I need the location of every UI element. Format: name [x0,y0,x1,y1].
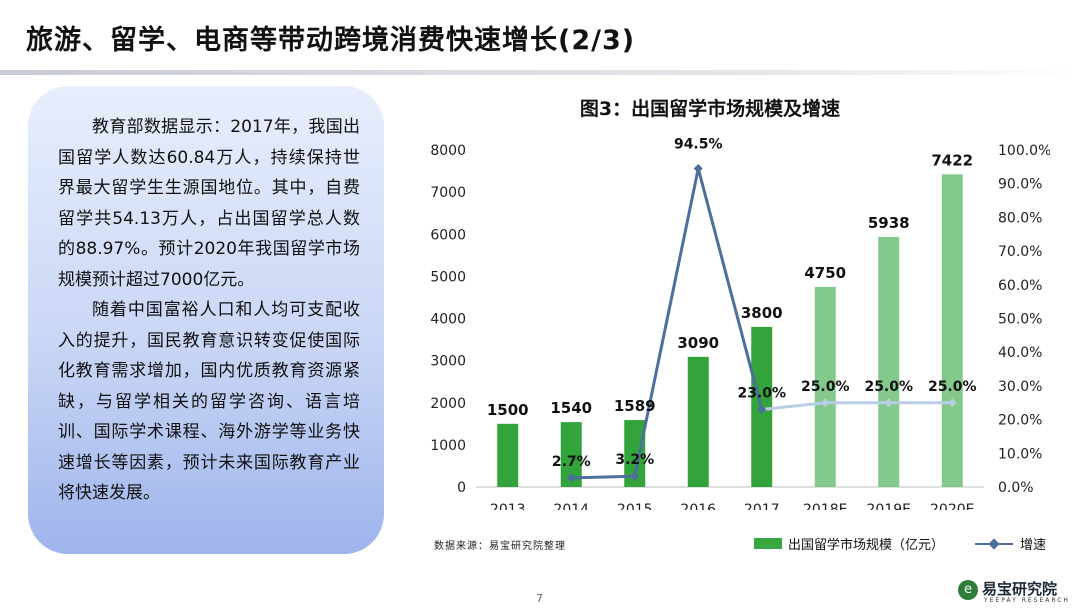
x-tick-label: 2014 [553,502,589,510]
source-note: 数据来源：易宝研究院整理 [434,541,566,552]
y-right-tick-label: 60.0% [998,278,1042,294]
growth-point [693,164,703,174]
y-right-tick-label: 50.0% [998,312,1042,328]
growth-line-segment [696,168,764,410]
y-right-tick-label: 0.0% [998,480,1034,496]
brand-logo: e 易宝研究院 YEEPAY RESEARCH [958,578,1078,606]
growth-line-segment [761,401,826,411]
bar [560,422,582,487]
y-left-tick-label: 4000 [430,312,466,328]
legend-line-marker [988,538,1000,550]
y-right-tick-label: 90.0% [998,177,1042,193]
y-left-tick-label: 0 [457,480,466,496]
growth-point [566,473,576,483]
bar-value-label: 1540 [550,399,592,417]
bar [878,236,900,487]
logo-text: 易宝研究院 [982,580,1058,598]
growth-value-label: 94.5% [674,137,723,153]
legend-line-label: 增速 [1020,538,1047,553]
bar-value-label: 1500 [487,401,529,419]
combo-chart: 0 1000 2000 3000 4000 5000 6000 7000 8000 0.0% 10.… [430,137,1050,510]
x-tick-label: 2017 [744,502,780,510]
growth-value-label: 25.0% [864,379,913,395]
page-number: 7 [536,592,543,605]
growth-point [947,398,957,408]
logo-icon: e [958,580,978,600]
y-left-tick-label: 1000 [430,438,466,454]
growth-point [757,404,767,414]
paragraph-1: 教育部数据显示：2017年，我国出国留学人数达60.84万人，持续保持世界最大留… [58,117,360,290]
bar [814,286,836,487]
bar-value-label: 1589 [614,397,656,415]
bar [624,420,646,487]
growth-value-label: 25.0% [801,379,850,395]
y-left-tick-label: 3000 [430,354,466,370]
growth-point [884,398,894,408]
bar [497,423,519,487]
growth-value-label: 2.7% [552,454,591,470]
logo-subtext: YEEPAY RESEARCH [984,597,1070,604]
paragraph-2: 随着中国富裕人口和人均可支配收入的提升，国民教育意识转变促使国际化教育需求增加，… [58,300,360,503]
y-left-tick-label: 7000 [430,185,466,201]
legend-bar-label: 出国留学市场规模（亿元） [788,538,945,553]
title-underline [0,70,1080,75]
x-tick-label: 2020E [930,502,974,510]
x-tick-label: 2016 [680,502,716,510]
bar-value-label: 7422 [931,151,973,169]
growth-point [820,398,830,408]
growth-line-segment [571,474,635,480]
legend-bar-swatch [754,538,782,549]
y-left-tick-label: 8000 [430,143,466,159]
growth-point [630,471,640,481]
y-left-tick-label: 5000 [430,269,466,285]
bar-value-label: 5938 [868,214,910,232]
growth-value-label: 25.0% [928,379,977,395]
y-right-tick-label: 40.0% [998,345,1042,361]
y-right-tick-label: 70.0% [998,244,1042,260]
y-right-tick-label: 10.0% [998,446,1042,462]
bar-value-label: 3090 [677,334,719,352]
page-title: 旅游、留学、电商等带动跨境消费快速增长(2/3) [26,25,636,56]
x-tick-label: 2013 [490,502,526,510]
y-right-tick-label: 80.0% [998,210,1042,226]
bar [687,356,709,487]
x-tick-label: 2018E [803,502,847,510]
growth-line-segment [633,168,700,477]
y-right-tick-label: 20.0% [998,413,1042,429]
text-panel: 教育部数据显示：2017年，我国出国留学人数达60.84万人，持续保持世界最大留… [28,86,384,554]
x-tick-label: 2019E [867,502,911,510]
y-right-tick-label: 100.0% [998,143,1050,159]
chart-title: 图3：出国留学市场规模及增速 [579,98,841,120]
bar-value-label: 4750 [804,264,846,282]
y-left-tick-label: 6000 [430,227,466,243]
x-tick-label: 2015 [617,502,653,510]
bar [941,174,963,487]
growth-value-label: 23.0% [737,385,786,401]
y-right-tick-label: 30.0% [998,379,1042,395]
y-left-tick-label: 2000 [430,396,466,412]
growth-value-label: 3.2% [615,452,654,468]
bar-value-label: 3800 [741,304,783,322]
